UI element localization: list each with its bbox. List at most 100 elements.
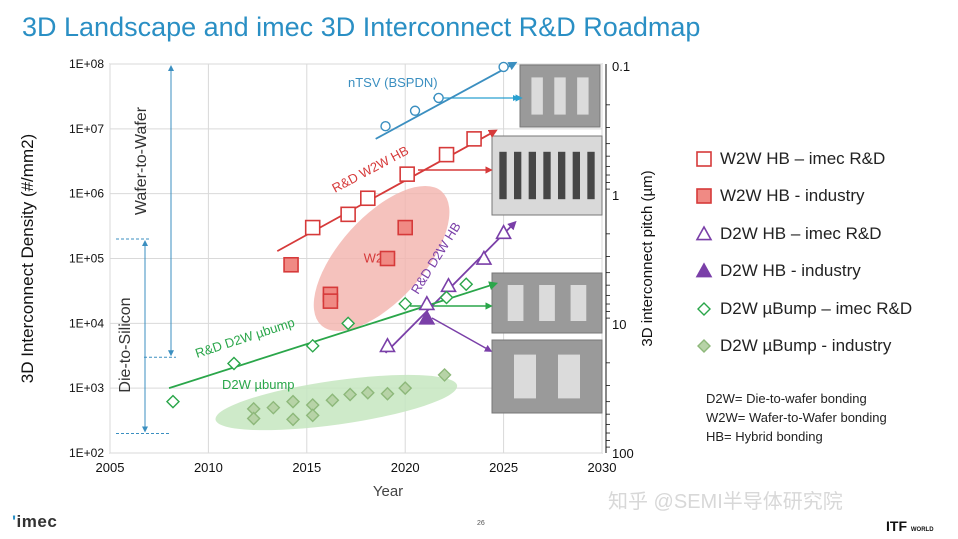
y2-tick-label: 1 (612, 188, 619, 203)
data-point (409, 105, 421, 116)
y2-tick-label: 10 (612, 317, 626, 332)
legend-label: W2W HB – imec R&D (720, 148, 886, 168)
cross-section-feature (528, 151, 536, 200)
data-point (418, 295, 436, 311)
photo-pointer-arrow (431, 317, 493, 352)
data-point (438, 146, 455, 163)
data-point (418, 309, 436, 325)
itf-world-logo: ITF WORLD (886, 518, 934, 534)
y-tick-label: 1E+02 (69, 446, 104, 460)
y2-tick-label: 100 (612, 446, 634, 461)
legend-label: D2W HB - industry (720, 261, 861, 281)
legend: W2W HB – imec R&D W2W HB - industry D2W HB… (694, 140, 954, 365)
triangle-filled-icon (694, 261, 714, 281)
legend-item: D2W HB – imec R&D (694, 215, 954, 253)
data-point (439, 290, 454, 305)
cross-section-feature (554, 77, 566, 115)
data-point (360, 190, 376, 207)
data-point (286, 412, 301, 427)
square-open-icon (694, 149, 714, 169)
data-point (398, 296, 413, 311)
data-point (360, 385, 375, 400)
data-point (475, 249, 493, 265)
diamond-filled-icon (694, 336, 714, 356)
data-point (325, 393, 340, 408)
y-tick-label: 1E+06 (69, 187, 104, 201)
cross-section-feature (514, 151, 522, 200)
data-point (399, 166, 415, 182)
legend-label: W2W HB - industry (720, 186, 865, 206)
x-tick-label: 2005 (96, 460, 125, 475)
data-point (498, 61, 509, 73)
square-filled-icon (694, 186, 714, 206)
x-tick-label: 2010 (194, 460, 223, 475)
cross-section-feature (499, 151, 507, 200)
data-point (440, 277, 457, 293)
legend-label: D2W µBump - industry (720, 336, 892, 356)
data-point (459, 277, 474, 292)
trend-line-label: nTSV (BSPDN) (348, 75, 438, 90)
abbreviation-notes: D2W= Die-to-wafer bonding W2W= Wafer-to-… (706, 389, 887, 446)
data-point (266, 400, 281, 415)
legend-item: D2W HB - industry (694, 253, 954, 291)
watermark: 知乎 @SEMI半导体研究院 (608, 491, 843, 513)
data-point (305, 408, 320, 423)
cross-section-feature (587, 151, 595, 200)
note-d2w: D2W= Die-to-wafer bonding (706, 391, 867, 406)
data-point (341, 316, 356, 331)
data-point (226, 356, 241, 371)
note-hb: HB= Hybrid bonding (706, 429, 823, 444)
data-point (466, 131, 482, 147)
note-w2w: W2W= Wafer-to-Wafer bonding (706, 410, 887, 425)
cross-section-feature (572, 151, 580, 200)
legend-item: D2W µBump – imec R&D (694, 290, 954, 328)
data-point (495, 224, 512, 240)
data-point (437, 367, 452, 382)
data-point (380, 120, 391, 132)
data-point (398, 381, 413, 396)
y-axis-label: 3D Interconnect Density (#/mm2) (18, 134, 37, 383)
y-tick-label: 1E+04 (69, 316, 104, 330)
cross-section-feature (558, 354, 580, 399)
cross-section-feature (577, 77, 589, 115)
cross-section-feature (514, 354, 536, 399)
x-tick-label: 2020 (391, 460, 420, 475)
data-point (322, 293, 339, 309)
cross-section-feature (507, 285, 524, 321)
cross-section-feature (531, 77, 543, 115)
data-point (283, 256, 299, 273)
data-point (304, 219, 321, 236)
wafer-to-wafer-label: Wafer-to-Wafer (133, 106, 150, 215)
data-point (246, 411, 261, 426)
x-tick-label: 2015 (292, 460, 321, 475)
legend-label: D2W µBump – imec R&D (720, 298, 913, 318)
page-number: 26 (477, 520, 485, 527)
trend-line (375, 61, 518, 140)
y2-tick-label: 0.1 (612, 59, 630, 74)
slide-title: 3D Landscape and imec 3D Interconnect R&… (22, 12, 701, 42)
cross-section-feature (570, 285, 587, 321)
y-tick-label: 1E+07 (69, 122, 104, 136)
y2-axis-label: 3D interconnect pitch (µm) (639, 170, 656, 346)
cross-section-feature (558, 151, 566, 200)
legend-label: D2W HB – imec R&D (720, 223, 882, 243)
data-point (343, 387, 358, 402)
y-tick-label: 1E+05 (69, 252, 104, 266)
cross-section-feature (543, 151, 551, 200)
cross-section-image (491, 339, 603, 414)
diamond-open-icon (694, 299, 714, 319)
cross-section-feature (539, 285, 555, 321)
y-tick-label: 1E+03 (69, 381, 104, 395)
data-point (379, 337, 396, 353)
legend-item: W2W HB - industry (694, 178, 954, 216)
region-d2w-ubump-label: D2W µbump (222, 377, 295, 392)
data-point (397, 219, 414, 236)
triangle-open-icon (694, 224, 714, 244)
trend-line (168, 281, 499, 390)
x-axis-label: Year (373, 483, 403, 500)
data-point (433, 92, 444, 104)
legend-item: W2W HB – imec R&D (694, 140, 954, 178)
data-point (305, 338, 320, 353)
data-point (286, 394, 301, 409)
